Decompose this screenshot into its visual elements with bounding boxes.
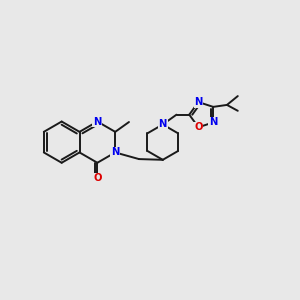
Text: O: O <box>194 122 203 132</box>
Text: N: N <box>209 118 218 128</box>
Text: N: N <box>93 116 102 127</box>
Text: N: N <box>159 119 167 130</box>
Text: N: N <box>194 97 202 107</box>
Text: O: O <box>93 173 102 184</box>
Text: N: N <box>111 148 119 158</box>
